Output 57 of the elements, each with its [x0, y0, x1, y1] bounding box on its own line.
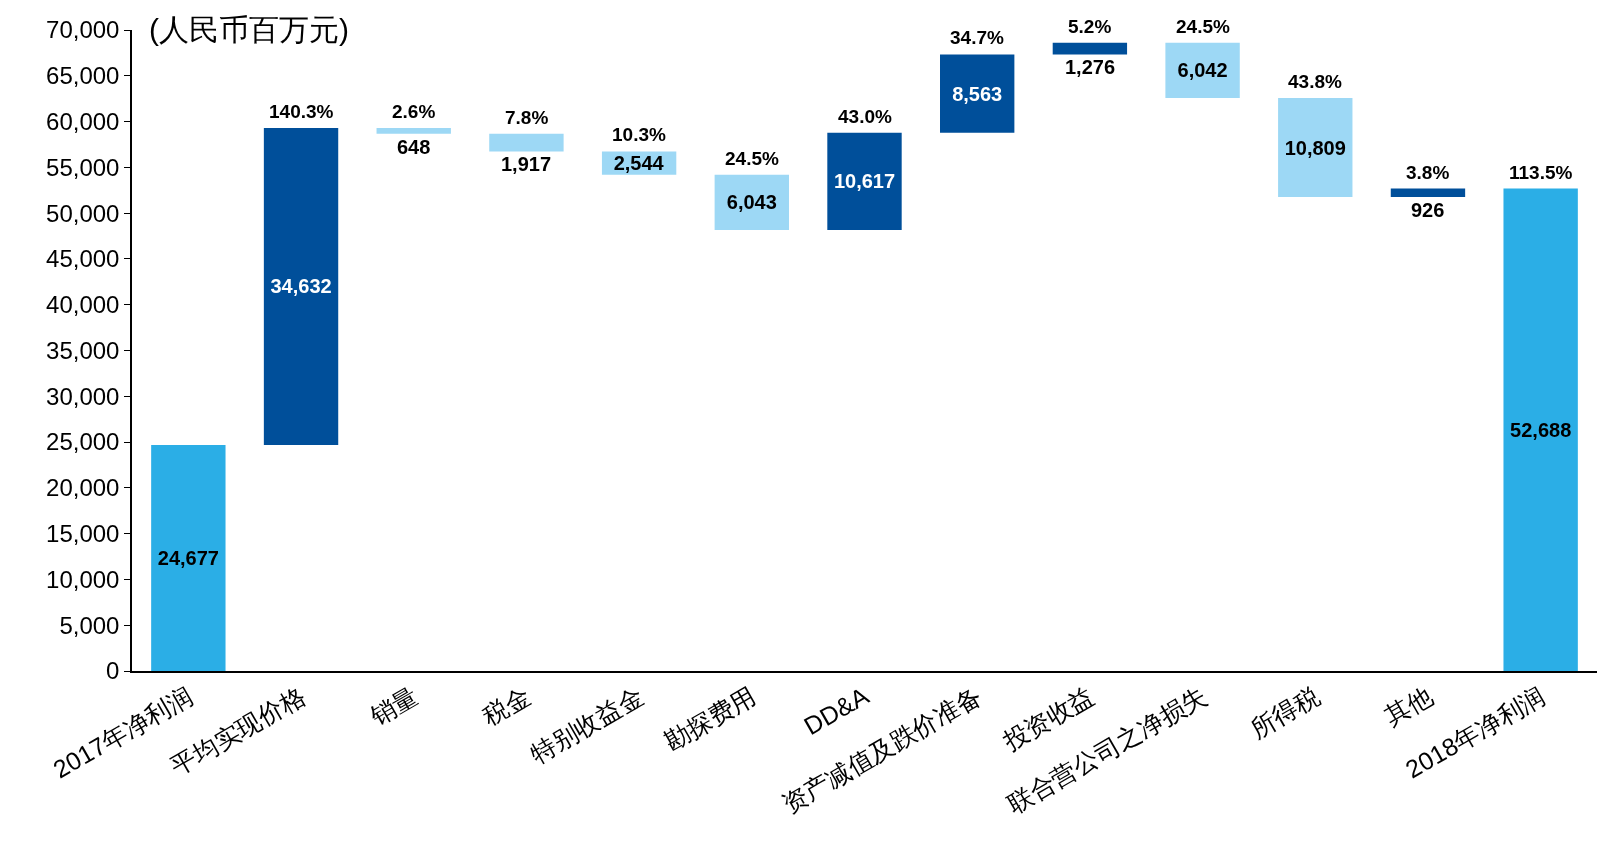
data-label: 1,917 [501, 153, 552, 175]
data-label: 24,677 [157, 547, 219, 570]
bar [1165, 42, 1240, 99]
bar [263, 127, 339, 446]
y-tick-label: 5,000 [59, 611, 120, 639]
y-tick-label: 70,000 [46, 16, 120, 44]
x-tick-label: 税金 [477, 681, 536, 731]
y-tick-label: 20,000 [46, 474, 120, 502]
annotation: 24.5% [725, 148, 779, 169]
y-tick-label: 45,000 [46, 245, 120, 273]
y-tick-label: 25,000 [46, 428, 120, 456]
y-tick-label: 0 [106, 657, 120, 685]
annotation: 113.5% [1509, 162, 1573, 183]
data-label: 52,688 [1510, 418, 1572, 441]
y-tick-label: 55,000 [46, 153, 120, 181]
data-label: 648 [397, 136, 431, 158]
data-label: 34,632 [270, 275, 332, 298]
y-tick-label: 40,000 [46, 291, 120, 319]
data-label: 10,617 [833, 170, 896, 193]
annotation: 43.8% [1288, 71, 1342, 92]
y-tick-label: 15,000 [46, 520, 120, 548]
data-label: 926 [1411, 199, 1445, 221]
x-tick-label: 销量 [364, 681, 423, 731]
data-label: 6,043 [726, 191, 777, 214]
bar [489, 133, 564, 152]
data-label: 8,563 [952, 82, 1003, 105]
y-tick-label: 35,000 [46, 336, 120, 364]
y-axis-title: (人民币百万元) [149, 13, 349, 46]
bar [1278, 98, 1353, 198]
bar [1052, 42, 1128, 55]
data-label: 10,809 [1284, 136, 1346, 159]
annotation: 10.3% [612, 124, 666, 145]
y-tick-label: 30,000 [46, 382, 120, 410]
bar [1503, 188, 1578, 671]
bar [1390, 188, 1466, 198]
data-label: 2,544 [613, 152, 665, 175]
annotation: 7.8% [505, 107, 549, 128]
bar [827, 132, 902, 231]
y-tick-label: 65,000 [46, 62, 120, 90]
x-tick-label: 勘探费用 [659, 681, 761, 756]
annotation: 140.3% [269, 101, 334, 122]
annotation: 24.5% [1176, 16, 1230, 37]
bar [940, 54, 1015, 133]
data-label: 6,042 [1177, 59, 1228, 82]
data-label: 1,276 [1065, 56, 1116, 78]
x-tick-label: 其他 [1379, 681, 1437, 731]
y-tick-label: 50,000 [46, 199, 120, 227]
annotation: 43.0% [838, 106, 892, 127]
annotation: 34.7% [950, 27, 1004, 48]
annotation: 2.6% [392, 101, 436, 122]
bar [151, 445, 226, 671]
annotation: 3.8% [1406, 162, 1450, 183]
bar [376, 127, 451, 134]
x-tick-label: 所得税 [1245, 681, 1325, 743]
annotation: 5.2% [1068, 16, 1112, 37]
y-tick-label: 60,000 [46, 107, 120, 135]
y-tick-label: 10,000 [46, 565, 120, 593]
